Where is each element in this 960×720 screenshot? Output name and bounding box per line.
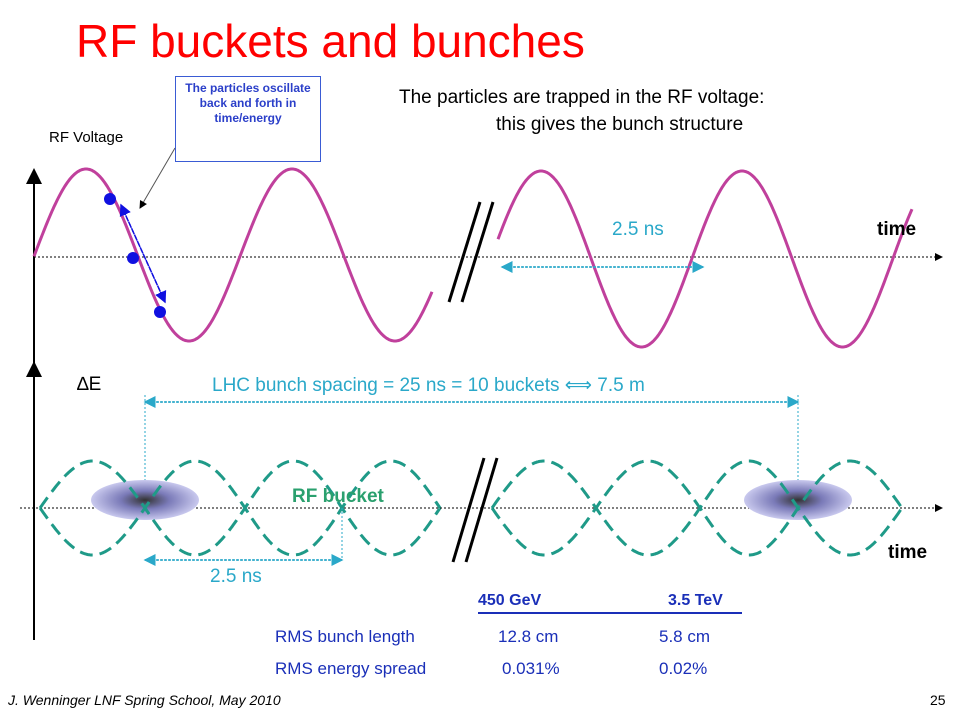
table-header-col2: 3.5 TeV xyxy=(668,592,723,609)
rf-bucket-label: RF bucket xyxy=(292,486,384,507)
footer-credit: J. Wenninger LNF Spring School, May 2010 xyxy=(8,692,281,708)
particle xyxy=(154,306,166,318)
axis-break-mark xyxy=(451,457,486,563)
period-label-bottom: 2.5 ns xyxy=(210,566,262,587)
bunch xyxy=(744,480,852,520)
rf-bucket-separatrix-left xyxy=(38,459,442,557)
callout-pointer xyxy=(139,147,176,209)
axis-break-mark xyxy=(464,457,499,563)
callout-box: The particles oscillate back and forth i… xyxy=(175,76,321,162)
oscillation-arrow xyxy=(120,204,167,304)
table-cell: 12.8 cm xyxy=(498,627,559,646)
bunch-spacing-label: LHC bunch spacing = 25 ns = 10 buckets ⟺… xyxy=(212,375,645,396)
page-number: 25 xyxy=(930,692,946,708)
particle xyxy=(104,193,116,205)
page-title: RF buckets and bunches xyxy=(76,15,585,67)
axis-break-mark xyxy=(447,201,482,303)
rf-bucket-separatrix-right xyxy=(490,459,904,557)
bunch xyxy=(91,480,199,520)
rf-voltage-wave-right xyxy=(496,169,914,349)
table-cell: 0.031% xyxy=(502,659,560,678)
axis-break-mark xyxy=(460,201,495,303)
rf-voltage-label: RF Voltage xyxy=(49,129,124,146)
particle xyxy=(127,252,139,264)
time-label-top: time xyxy=(877,219,917,240)
rf-voltage-wave-left xyxy=(32,167,434,343)
table-row-label: RMS bunch length xyxy=(275,627,415,646)
table-row-label: RMS energy spread xyxy=(275,659,427,678)
time-label-bottom: time xyxy=(888,542,928,563)
delta-e-label: ∆E xyxy=(77,374,102,395)
trapped-text-line2: this gives the bunch structure xyxy=(496,114,744,135)
table-cell: 0.02% xyxy=(659,659,708,678)
table-cell: 5.8 cm xyxy=(659,627,711,646)
oscillation-arrow-back xyxy=(119,203,166,303)
period-label-top: 2.5 ns xyxy=(612,219,664,240)
table-header-col1: 450 GeV xyxy=(478,592,542,609)
table-header-underline xyxy=(478,612,742,614)
trapped-text-line1: The particles are trapped in the RF volt… xyxy=(399,87,765,108)
